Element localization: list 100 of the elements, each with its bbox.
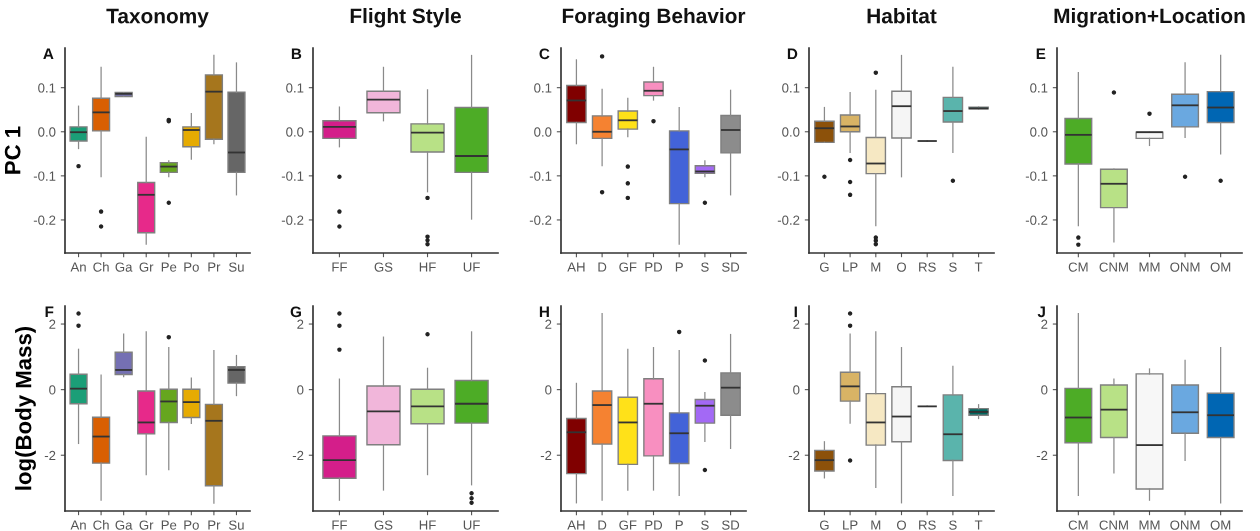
y-tick-label: 0 (793, 385, 800, 395)
x-tick-label: AH (567, 262, 585, 272)
y-tick-label: 0.0 (38, 127, 56, 137)
x-tick-label: MM (1139, 520, 1160, 530)
x-tick-label: CM (1068, 262, 1088, 272)
x-tick-label: LP (843, 520, 858, 530)
chart-subtitle: C (539, 48, 550, 60)
y-axis-title: log(Body Mass) (15, 326, 36, 490)
x-tick-label: Po (184, 262, 199, 272)
y-tick-label: -2 (788, 450, 800, 461)
y-tick-label: -0.2 (1025, 215, 1048, 225)
x-tick-label: G (819, 520, 829, 530)
x-tick-label: CNM (1099, 520, 1128, 530)
y-tick-label: 0.0 (286, 127, 304, 137)
x-tick-label: M (871, 520, 881, 530)
y-tick-label: 2 (545, 319, 552, 329)
chart-subtitle: A (43, 48, 54, 60)
x-tick-label: S (701, 520, 709, 530)
y-tick-label: 0.1 (782, 83, 800, 93)
y-tick-label: 0 (49, 385, 56, 395)
y-tick-label: -0.2 (529, 215, 552, 225)
x-tick-label: Ch (93, 262, 109, 272)
y-tick-label: 0.0 (1030, 127, 1048, 137)
x-tick-label: Su (228, 520, 244, 530)
x-tick-label: MM (1139, 262, 1160, 272)
x-tick-label: Ga (115, 520, 133, 530)
y-tick-label: -0.2 (777, 215, 800, 225)
x-tick-label: GS (374, 262, 393, 272)
y-tick-label: -2 (44, 450, 56, 461)
chart-title: Foraging Behavior (562, 7, 746, 28)
x-tick-label: UF (463, 262, 480, 272)
x-tick-label: CNM (1099, 262, 1128, 272)
x-tick-label: UF (463, 520, 480, 530)
chart-subtitle: G (290, 306, 301, 318)
chart-subtitle: F (45, 306, 54, 318)
chart-title: Taxonomy (106, 8, 209, 28)
x-tick-label: Gr (139, 520, 154, 530)
y-tick-label: -2 (292, 450, 304, 461)
x-tick-label: An (70, 520, 86, 530)
chart-subtitle: I (794, 306, 797, 318)
chart-subtitle: B (291, 48, 302, 60)
x-tick-label: D (598, 262, 607, 272)
y-tick-label: -0.2 (33, 215, 56, 225)
x-tick-label: T (974, 520, 983, 530)
x-tick-label: S (949, 262, 957, 272)
y-axis-title: PC 1 (4, 126, 21, 174)
x-tick-label: D (598, 520, 607, 530)
y-tick-label: 2 (297, 319, 304, 329)
x-tick-label: HF (419, 520, 436, 530)
x-tick-label: RS (919, 262, 936, 272)
x-tick-label: RS (919, 520, 936, 530)
x-tick-label: OM (1210, 520, 1231, 530)
y-tick-label: -0.1 (281, 171, 304, 181)
x-tick-label: GF (619, 262, 637, 272)
chart-subtitle: D (787, 48, 798, 60)
y-tick-label: -0.1 (1025, 171, 1048, 181)
x-tick-label: SD (722, 520, 740, 530)
x-tick-label: Ch (93, 520, 109, 530)
x-tick-label: Ga (115, 262, 133, 272)
y-tick-label: 2 (1041, 319, 1048, 329)
chart-title: Habitat (867, 8, 937, 24)
x-tick-label: ONM (1170, 262, 1200, 272)
y-tick-label: 0 (545, 385, 552, 395)
x-tick-label: Pe (161, 262, 177, 272)
y-tick-label: 2 (49, 319, 56, 329)
x-tick-label: FF (332, 520, 347, 530)
y-tick-label: -0.2 (281, 215, 304, 225)
chart-title: Flight Style (350, 7, 461, 28)
x-tick-label: PD (645, 262, 663, 272)
x-tick-label: Pe (161, 520, 177, 530)
y-tick-label: 0.0 (534, 127, 552, 137)
x-tick-label: S (701, 262, 709, 272)
y-tick-label: 0.1 (286, 83, 304, 93)
x-tick-label: O (896, 262, 906, 272)
x-tick-label: OM (1210, 262, 1231, 272)
x-tick-label: PD (645, 520, 663, 530)
y-tick-label: -2 (540, 450, 552, 461)
chart-subtitle: H (539, 306, 549, 318)
x-tick-label: G (819, 262, 829, 272)
y-tick-label: 2 (793, 319, 800, 329)
y-tick-label: -0.1 (529, 171, 552, 181)
x-tick-label: AH (567, 520, 585, 530)
chart-subtitle: E (1036, 48, 1046, 60)
x-tick-label: M (871, 262, 881, 272)
y-tick-label: 0 (1041, 385, 1048, 395)
x-tick-label: S (949, 520, 957, 530)
chart-subtitle: J (1037, 306, 1045, 318)
x-tick-label: Su (228, 262, 244, 272)
y-tick-label: 0.1 (534, 83, 552, 93)
x-tick-label: P (675, 262, 683, 272)
x-tick-label: HF (419, 262, 436, 272)
x-tick-label: SD (722, 262, 740, 272)
x-tick-label: LP (843, 262, 858, 272)
x-tick-label: FF (332, 262, 347, 272)
y-tick-label: 0.1 (38, 83, 56, 93)
x-tick-label: P (675, 520, 683, 530)
x-tick-label: Pr (208, 262, 221, 272)
x-tick-label: GF (619, 520, 637, 530)
x-tick-label: An (70, 262, 86, 272)
y-tick-label: -0.1 (33, 171, 56, 181)
